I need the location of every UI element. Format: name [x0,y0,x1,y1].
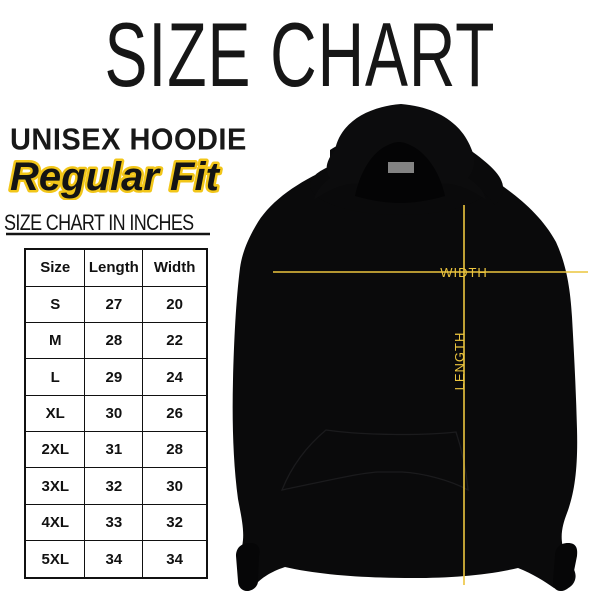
svg-text:WIDTH: WIDTH [440,265,488,280]
svg-text:LENGTH: LENGTH [452,332,467,391]
